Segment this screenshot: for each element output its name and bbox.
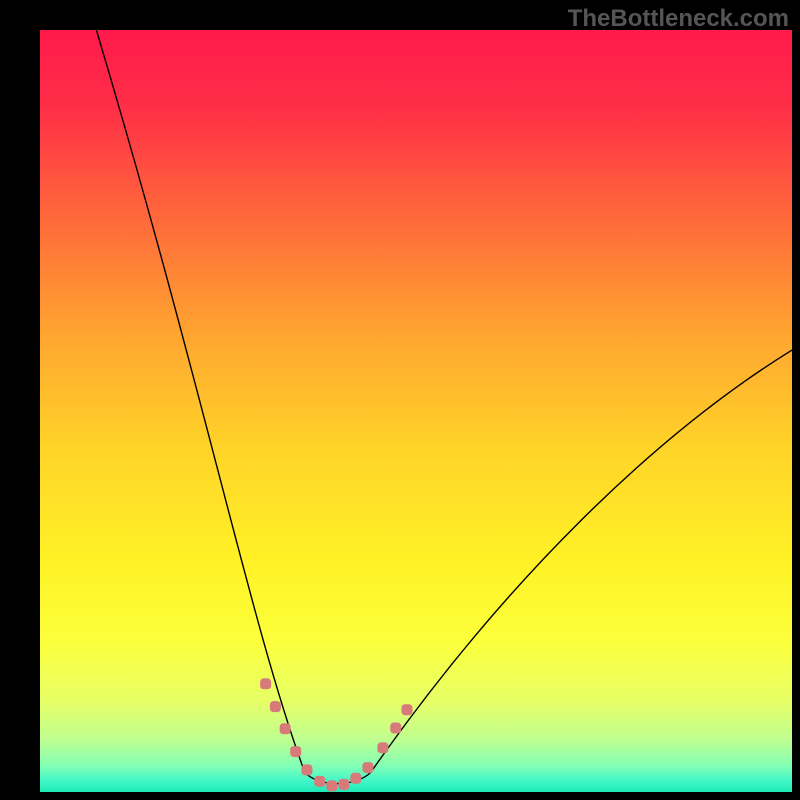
curve-marker: [326, 780, 337, 791]
curve-marker: [290, 746, 301, 757]
chart-svg: [0, 0, 800, 800]
watermark-text: TheBottleneck.com: [568, 5, 789, 33]
curve-marker: [338, 779, 349, 790]
curve-marker: [377, 742, 388, 753]
curve-marker: [350, 773, 361, 784]
curve-marker: [390, 722, 401, 733]
curve-marker: [362, 762, 373, 773]
curve-marker: [280, 723, 291, 734]
curve-marker: [314, 776, 325, 787]
curve-marker: [301, 764, 312, 775]
curve-marker: [260, 678, 271, 689]
viewport: TheBottleneck.com: [0, 0, 800, 800]
curve-marker: [270, 701, 281, 712]
curve-marker: [401, 704, 412, 715]
